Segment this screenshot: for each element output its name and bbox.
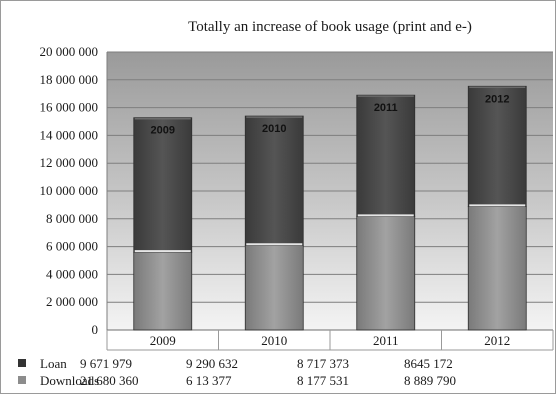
y-tick-label: 0 <box>92 322 99 337</box>
bar-year-label: 2009 <box>151 125 175 137</box>
x-category-label: 2010 <box>261 333 287 348</box>
downloads-legend-label: Downloads <box>40 373 99 388</box>
y-tick-label: 20 000 000 <box>40 44 99 59</box>
chart-title: Totally an increase of book usage (print… <box>188 19 472 35</box>
table-cell: 8 177 531 <box>297 373 349 388</box>
loan-legend-marker <box>18 359 26 367</box>
x-category-label: 2012 <box>484 333 510 348</box>
downloads-bar-segment <box>467 206 527 331</box>
loan-bar-segment <box>244 115 304 246</box>
y-tick-label: 14 000 000 <box>40 127 99 142</box>
bar-year-label: 2010 <box>262 123 286 135</box>
table-cell: 9 671 979 <box>80 356 132 371</box>
y-tick-label: 6 000 000 <box>46 239 98 254</box>
y-tick-label: 10 000 000 <box>40 183 99 198</box>
x-axis-categories: 2009 2010 2011 2012 <box>106 330 554 351</box>
table-cell: 8645 172 <box>404 356 453 371</box>
table-cell: 8 889 790 <box>404 373 456 388</box>
table-cell: 8 717 373 <box>297 356 349 371</box>
y-tick-label: 4 000 000 <box>46 266 98 281</box>
loan-bar-segment <box>133 117 193 253</box>
downloads-legend-marker <box>18 376 26 384</box>
y-tick-label: 2 000 000 <box>46 294 98 309</box>
bar-year-label: 2011 <box>374 102 398 114</box>
downloads-bar-segment <box>133 251 193 331</box>
downloads-bar-segment <box>244 244 304 331</box>
y-tick-label: 16 000 000 <box>40 100 99 115</box>
downloads-bar-segment <box>356 215 416 331</box>
y-tick-label: 18 000 000 <box>40 72 99 87</box>
loan-bar-segment <box>467 85 527 207</box>
loan-legend-label: Loan <box>40 356 67 371</box>
x-category-label: 2009 <box>150 333 176 348</box>
loan-bar-segment <box>356 94 416 217</box>
y-tick-label: 12 000 000 <box>40 155 99 170</box>
table-cell: 6 13 377 <box>186 373 232 388</box>
y-axis-ticks: 0 2 000 000 4 000 000 6 000 000 8 000 000 10 … <box>40 44 99 337</box>
bars: 2009 2010 2011 2012 <box>133 85 527 331</box>
table-cell: 9 290 632 <box>186 356 238 371</box>
data-table: Loan 9 671 979 9 290 632 8 717 373 8645 172 D… <box>18 356 456 388</box>
x-category-label: 2011 <box>373 333 399 348</box>
y-tick-label: 8 000 000 <box>46 211 98 226</box>
table-cell: 21 680 360 <box>80 373 139 388</box>
bar-year-label: 2012 <box>485 93 509 105</box>
